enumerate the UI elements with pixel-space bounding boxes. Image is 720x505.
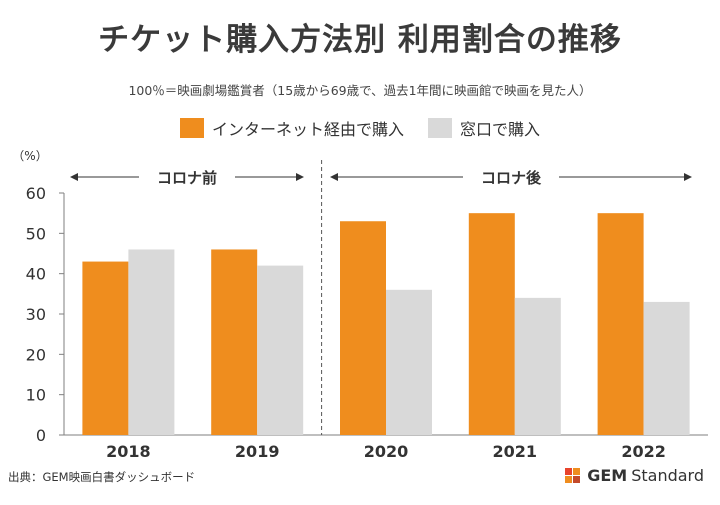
source-note: 出典：GEM映画白書ダッシュボード <box>8 470 196 484</box>
legend-label-internet: インターネット経由で購入 <box>211 120 404 139</box>
period-after-arrowhead-left-icon <box>330 173 338 181</box>
y-tick-label-40: 40 <box>26 265 46 284</box>
y-axis-unit: （%） <box>12 149 47 163</box>
bar-internet-2021 <box>468 213 515 435</box>
brand-name-bold: GEM <box>587 466 628 485</box>
chart-title: チケット購入方法別 利用割合の推移 <box>98 22 622 58</box>
legend-item-internet: インターネット経由で購入 <box>179 116 404 140</box>
legend: インターネット経由で購入 窓口で購入 <box>0 116 720 140</box>
bar-counter-2018 <box>128 249 175 435</box>
chart-subtitle: 100％＝映画劇場鑑賞者（15歳から69歳で、過去1年間に映画館で映画を見た人） <box>128 83 592 98</box>
bar-counter-2021 <box>514 297 561 435</box>
x-tick-label-2019: 2019 <box>235 442 280 461</box>
y-tick-label-10: 10 <box>26 386 46 405</box>
legend-label-counter: 窓口で購入 <box>460 120 541 139</box>
legend-item-counter: 窓口で購入 <box>428 116 540 140</box>
legend-swatch-internet <box>179 118 204 138</box>
legend-swatch-counter <box>428 118 452 138</box>
period-before-label: コロナ前 <box>157 169 217 187</box>
period-after-label: コロナ後 <box>481 169 542 187</box>
x-tick-label-2020: 2020 <box>364 442 409 461</box>
y-tick-label-30: 30 <box>26 305 46 324</box>
period-before-arrowhead-right-icon <box>296 173 304 181</box>
bar-counter-2019 <box>257 265 304 435</box>
period-before-arrowhead-left-icon <box>70 173 78 181</box>
bar-internet-2018 <box>82 261 129 435</box>
bar-counter-2022 <box>643 301 690 435</box>
gem-logo-icon <box>565 467 581 484</box>
y-tick-label-20: 20 <box>26 345 46 364</box>
y-tick-label-0: 0 <box>36 426 46 445</box>
x-tick-label-2018: 2018 <box>106 442 151 461</box>
y-tick-label-50: 50 <box>26 224 46 243</box>
y-tick-label-60: 60 <box>26 184 46 203</box>
x-tick-label-2021: 2021 <box>493 442 538 461</box>
period-after-arrowhead-right-icon <box>684 173 692 181</box>
bar-internet-2020 <box>340 221 386 435</box>
x-tick-label-2022: 2022 <box>621 442 666 461</box>
brand-name-rest: Standard <box>631 466 704 485</box>
bar-internet-2022 <box>597 213 644 435</box>
bar-internet-2019 <box>211 249 258 435</box>
brand-logo: GEM Standard <box>565 466 704 485</box>
bar-counter-2020 <box>386 289 432 435</box>
